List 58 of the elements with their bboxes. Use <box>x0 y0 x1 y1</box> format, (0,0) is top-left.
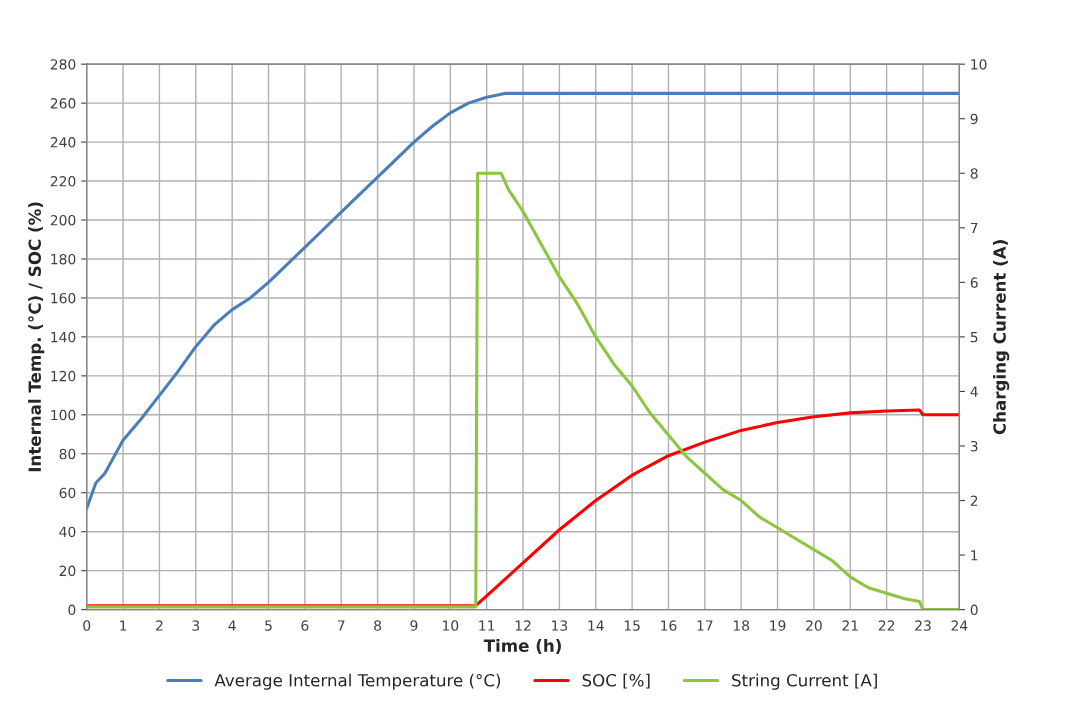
x-tick-label: 15 <box>624 620 640 631</box>
y-tick-label: 240 <box>50 137 76 148</box>
y2-tick-label: 4 <box>970 386 978 397</box>
x-tick-label: 6 <box>301 620 309 631</box>
x-axis-title: Time (h) <box>483 639 561 654</box>
y-tick-label: 60 <box>59 487 76 499</box>
x-tick-label: 8 <box>374 620 382 631</box>
x-tick-label: 24 <box>951 620 968 631</box>
x-tick-label: 9 <box>410 620 418 631</box>
y-tick-label: 80 <box>59 448 76 460</box>
y-tick-label: 20 <box>59 565 76 577</box>
y-tick-label: 220 <box>50 176 76 187</box>
y-tick-label: 160 <box>51 292 76 304</box>
x-tick-label: 5 <box>265 620 272 631</box>
y2-tick-label: 1 <box>971 550 978 561</box>
x-tick-label: 12 <box>515 620 531 631</box>
x-tick-label: 19 <box>770 620 786 631</box>
x-tick-label: 18 <box>733 620 750 631</box>
legend-label: String Current [A] <box>732 673 877 690</box>
y2-axis-title: Charging Current (A) <box>992 240 1010 435</box>
legend-label: Average Internal Temperature (°C) <box>214 673 501 690</box>
x-tick-label: 2 <box>156 620 163 631</box>
y2-tick-label: 8 <box>970 168 978 179</box>
y-tick-label: 40 <box>59 526 76 538</box>
y-tick-label: 120 <box>51 370 76 382</box>
x-tick-label: 13 <box>552 620 568 631</box>
x-tick-label: 10 <box>443 620 459 631</box>
y-tick-label: 280 <box>50 59 76 70</box>
y-tick-label: 100 <box>51 409 76 421</box>
x-tick-label: 23 <box>915 620 931 631</box>
y2-tick-label: 9 <box>970 113 978 125</box>
y-axis-title: Internal Temp. (°C) / SOC (%) <box>28 202 45 472</box>
y2-tick-label: 7 <box>970 222 978 234</box>
y2-tick-label: 2 <box>970 495 978 506</box>
x-tick-label: 4 <box>228 620 236 631</box>
y2-tick-label: 0 <box>970 604 978 616</box>
line-series <box>86 91 960 510</box>
y-tick-label: 260 <box>50 98 76 109</box>
x-tick-label: 14 <box>588 620 604 631</box>
x-tick-label: 17 <box>697 620 713 631</box>
legend-label: SOC [%] <box>582 673 650 689</box>
x-tick-label: 1 <box>120 620 127 631</box>
x-tick-label: 7 <box>337 620 345 631</box>
x-tick-label: 0 <box>83 620 91 631</box>
x-tick-label: 16 <box>661 620 677 631</box>
y-tick-label: 0 <box>68 604 76 616</box>
x-tick-label: 20 <box>806 620 822 631</box>
y2-tick-label: 10 <box>971 59 987 70</box>
y2-tick-label: 6 <box>970 277 978 288</box>
x-tick-label: 21 <box>842 620 858 631</box>
y2-tick-label: 5 <box>970 332 978 343</box>
x-tick-label: 22 <box>878 620 895 631</box>
x-tick-label: 3 <box>192 620 200 631</box>
y-tick-label: 140 <box>51 331 76 343</box>
y2-tick-label: 3 <box>970 440 978 452</box>
y-tick-label: 200 <box>50 214 76 226</box>
y-tick-label: 180 <box>51 253 76 265</box>
x-tick-label: 11 <box>479 620 495 631</box>
